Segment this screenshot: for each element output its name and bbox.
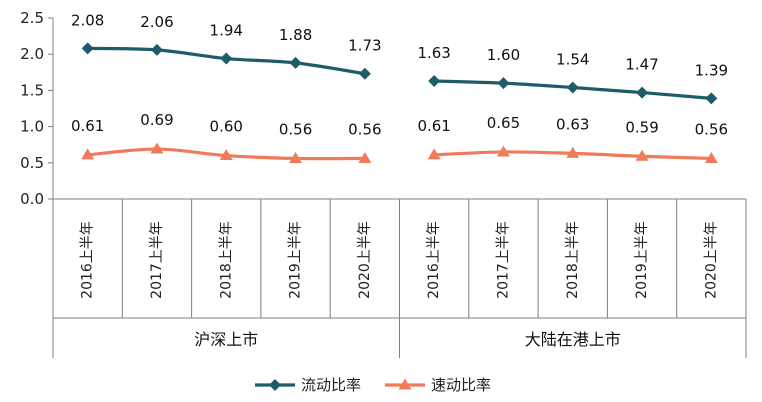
- data-point-marker: [496, 145, 510, 157]
- y-tick-label: 0.5: [20, 154, 44, 172]
- data-point-marker: [289, 151, 303, 163]
- x-category-label: 2017上半年: [149, 221, 165, 299]
- x-category-label: 2019上半年: [288, 221, 304, 299]
- data-point-marker: [704, 151, 718, 163]
- data-label: 1.73: [348, 37, 381, 55]
- data-point-marker: [566, 146, 580, 158]
- legend-label: 流动比率: [301, 376, 361, 394]
- data-point-marker: [81, 42, 94, 55]
- x-group-label: 沪深上市: [194, 330, 258, 349]
- series-layer: [81, 42, 718, 163]
- x-category-label: 2019上半年: [634, 221, 650, 299]
- data-point-marker: [427, 148, 441, 160]
- data-point-marker: [81, 148, 95, 160]
- data-point-marker: [358, 151, 372, 163]
- y-tick-label: 2.5: [20, 9, 44, 27]
- data-label: 0.59: [625, 118, 658, 136]
- data-label: 0.56: [348, 120, 381, 138]
- x-category-label: 2016上半年: [80, 221, 96, 299]
- axes: 0.0 0.5 1.0 1.5 2.0 2.5 2016上半年 2017上半年 2018上半年 2…: [20, 9, 747, 358]
- x-category-label: 2016上半年: [426, 221, 442, 299]
- labels-layer: 2.08 2.06 1.94 1.88 1.73 0.61 0.69 0.60 0.56 0.56…: [71, 11, 728, 138]
- data-point-marker: [289, 56, 302, 69]
- y-tick-label: 2.0: [20, 45, 44, 63]
- data-point-marker: [150, 43, 163, 56]
- data-label: 1.88: [279, 26, 312, 44]
- x-category-label: 2018上半年: [218, 221, 234, 299]
- data-point-marker: [220, 52, 233, 65]
- x-category-label: 2018上半年: [565, 221, 581, 299]
- data-point-marker: [428, 74, 441, 87]
- data-label: 1.47: [625, 56, 658, 74]
- data-point-marker: [705, 92, 718, 105]
- y-tick-label: 1.5: [20, 81, 44, 99]
- y-tick-label: 0.0: [20, 190, 44, 208]
- x-category-label: 2020上半年: [357, 221, 373, 299]
- legend-marker: [398, 378, 412, 390]
- legend-marker: [269, 379, 281, 391]
- x-category-label: 2017上半年: [495, 221, 511, 299]
- data-label: 0.60: [210, 118, 243, 136]
- data-label: 0.61: [71, 117, 104, 135]
- x-group-label: 大陆在港上市: [525, 330, 621, 349]
- data-point-marker: [358, 67, 371, 80]
- data-label: 1.60: [487, 46, 520, 64]
- y-tick-label: 1.0: [20, 118, 44, 136]
- data-point-marker: [636, 86, 649, 99]
- data-label: 0.61: [417, 117, 450, 135]
- data-point-marker: [150, 142, 164, 154]
- data-label: 2.06: [140, 13, 173, 31]
- data-label: 0.56: [279, 120, 312, 138]
- data-label: 0.65: [487, 114, 520, 132]
- data-point-marker: [497, 77, 510, 90]
- legend-label: 速动比率: [431, 376, 491, 394]
- data-label: 1.63: [417, 44, 450, 62]
- data-label: 2.08: [71, 11, 104, 29]
- data-label: 0.56: [695, 120, 728, 138]
- data-label: 1.54: [556, 51, 589, 69]
- data-point-marker: [219, 149, 233, 161]
- data-point-marker: [635, 149, 649, 161]
- legend: 流动比率 速动比率: [255, 376, 491, 394]
- data-point-marker: [566, 81, 579, 94]
- x-category-label: 2020上半年: [703, 221, 719, 299]
- data-label: 1.39: [695, 61, 728, 79]
- data-label: 1.94: [210, 22, 243, 40]
- data-label: 0.69: [140, 111, 173, 129]
- data-label: 0.63: [556, 115, 589, 133]
